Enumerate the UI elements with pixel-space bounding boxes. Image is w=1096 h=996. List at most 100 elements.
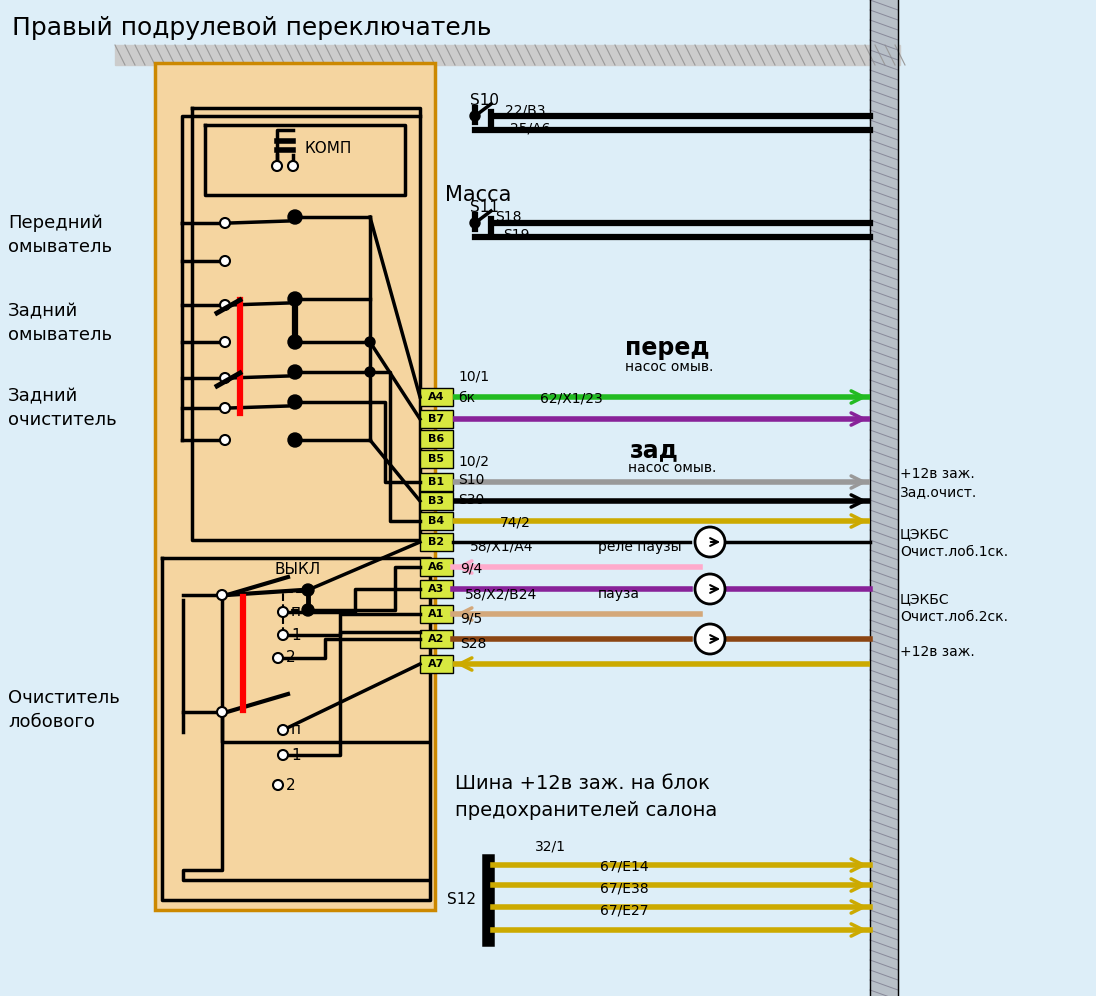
Text: 1: 1 (292, 748, 300, 763)
Bar (420, 512, 453, 530)
Text: 67/E38: 67/E38 (600, 881, 649, 895)
Circle shape (695, 624, 724, 654)
Circle shape (220, 435, 230, 445)
Text: A4: A4 (427, 392, 444, 402)
Circle shape (220, 337, 230, 347)
Text: 25/A6: 25/A6 (510, 121, 550, 135)
Text: 2: 2 (286, 650, 296, 665)
Text: +12в заж.
3ад.очист.: +12в заж. 3ад.очист. (900, 467, 978, 499)
Circle shape (272, 161, 282, 171)
Text: зад: зад (630, 438, 678, 462)
Bar (420, 473, 453, 491)
Text: A7: A7 (427, 659, 444, 669)
Circle shape (302, 584, 313, 596)
Text: B3: B3 (429, 496, 444, 506)
Circle shape (278, 725, 288, 735)
Text: Передний
омыватель: Передний омыватель (8, 214, 112, 256)
Text: S30: S30 (458, 493, 484, 507)
Circle shape (273, 653, 283, 663)
Circle shape (220, 373, 230, 383)
Text: п: п (292, 722, 301, 737)
Text: +12в заж.: +12в заж. (900, 645, 974, 659)
Text: 2: 2 (286, 778, 296, 793)
Text: реле паузы: реле паузы (598, 540, 682, 554)
Text: S11: S11 (470, 199, 499, 214)
Text: S19: S19 (503, 228, 529, 242)
Text: B5: B5 (429, 454, 444, 464)
Circle shape (365, 337, 375, 347)
Text: п: п (292, 605, 301, 620)
Text: 67/E14: 67/E14 (600, 859, 649, 873)
Text: ЦЭКБС
Очист.лоб.2ск.: ЦЭКБС Очист.лоб.2ск. (900, 592, 1008, 624)
Circle shape (220, 256, 230, 266)
Text: 62/X1/23: 62/X1/23 (540, 391, 603, 405)
Text: Задний
очиститель: Задний очиститель (8, 387, 117, 429)
Text: S12: S12 (447, 892, 476, 907)
Text: B6: B6 (427, 434, 444, 444)
Text: Очиститель
лобового: Очиститель лобового (8, 689, 119, 731)
Text: S10: S10 (458, 473, 484, 487)
Text: Правый подрулевой переключатель: Правый подрулевой переключатель (12, 16, 491, 40)
Text: 9/5: 9/5 (460, 612, 482, 626)
Circle shape (273, 780, 283, 790)
Text: 58/X1/A4: 58/X1/A4 (470, 540, 534, 554)
Text: A3: A3 (427, 584, 444, 594)
Text: B1: B1 (427, 477, 444, 487)
Circle shape (278, 630, 288, 640)
Circle shape (302, 604, 313, 616)
Text: бк: бк (458, 391, 476, 405)
Text: B7: B7 (427, 414, 444, 424)
Bar (420, 655, 453, 673)
Circle shape (695, 574, 724, 604)
Text: Задний
омыватель: Задний омыватель (8, 302, 112, 344)
Text: 10/2: 10/2 (458, 454, 489, 468)
Text: S10: S10 (470, 93, 499, 108)
Circle shape (220, 218, 230, 228)
Circle shape (220, 300, 230, 310)
Text: 58/X2/B24: 58/X2/B24 (465, 587, 537, 601)
Circle shape (470, 218, 480, 228)
Bar (420, 430, 453, 448)
Text: Масса: Масса (445, 185, 512, 205)
Circle shape (278, 750, 288, 760)
Text: 22/B3: 22/B3 (505, 103, 546, 117)
Circle shape (217, 590, 227, 600)
Bar (420, 533, 453, 551)
Circle shape (288, 365, 302, 379)
Text: 74/2: 74/2 (500, 515, 530, 529)
Circle shape (695, 527, 724, 557)
Bar (420, 492, 453, 510)
Bar (420, 558, 453, 576)
Text: S28: S28 (460, 637, 487, 651)
Bar (420, 580, 453, 598)
Text: 10/1: 10/1 (458, 369, 489, 383)
Circle shape (220, 403, 230, 413)
Text: Шина +12в заж. на блок
предохранителей салона: Шина +12в заж. на блок предохранителей с… (455, 774, 717, 820)
Text: 67/E27: 67/E27 (600, 904, 649, 918)
Bar (420, 388, 453, 406)
Text: B2: B2 (427, 537, 444, 547)
Circle shape (365, 367, 375, 377)
Text: пауза: пауза (598, 587, 640, 601)
Circle shape (288, 161, 298, 171)
Bar (870, 0, 898, 996)
Text: A2: A2 (427, 634, 444, 644)
Bar (420, 605, 453, 623)
Text: A1: A1 (427, 609, 444, 619)
Bar (155, 63, 435, 910)
Text: 1: 1 (292, 627, 300, 642)
Circle shape (288, 210, 302, 224)
Circle shape (217, 707, 227, 717)
Text: перед: перед (625, 336, 709, 360)
Circle shape (288, 335, 302, 349)
Circle shape (288, 292, 302, 306)
Text: 32/1: 32/1 (535, 839, 566, 853)
Circle shape (278, 607, 288, 617)
Text: насос омыв.: насос омыв. (625, 360, 713, 374)
Text: ВЫКЛ: ВЫКЛ (275, 563, 321, 578)
Bar (115, 45, 900, 65)
Bar (115, 45, 900, 65)
Bar (420, 630, 453, 648)
Bar (420, 410, 453, 428)
Text: КОМП: КОМП (305, 140, 353, 155)
